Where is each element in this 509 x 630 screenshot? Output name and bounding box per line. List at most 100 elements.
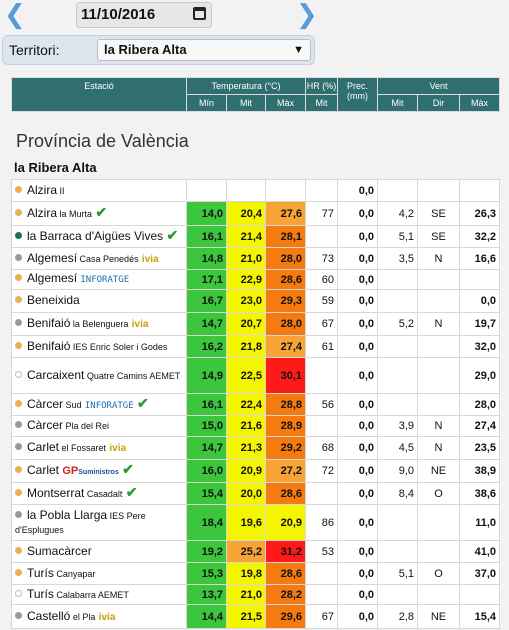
prec-cell: 0,0: [337, 562, 378, 585]
hr-cell: 67: [305, 604, 338, 629]
temp-mit-cell: 20,7: [226, 312, 266, 336]
calendar-icon[interactable]: [193, 7, 206, 20]
wind-max-cell: 41,0: [459, 540, 500, 563]
next-day-chevron-icon[interactable]: ❯: [296, 0, 318, 30]
previous-day-chevron-icon[interactable]: ❮: [4, 0, 26, 30]
table-row[interactable]: Benifaió la Belenguera ivia 14,7 20,7 28,0 6…: [11, 312, 500, 336]
temp-mit-cell: 20,0: [226, 482, 266, 505]
wind-max-cell: 16,6: [459, 247, 500, 270]
ivia-logo: ivia: [131, 319, 149, 330]
station-name-cell[interactable]: la Barraca d'Aigües Vives ✔: [11, 225, 187, 248]
wind-dir-cell: [417, 335, 460, 358]
wind-max-cell: 15,4: [459, 604, 500, 629]
prec-cell: 0,0: [337, 201, 378, 226]
prec-cell: 0,0: [337, 357, 378, 394]
wind-dir-cell: SE: [417, 201, 460, 226]
station-name-cell[interactable]: Turís Canyapar: [11, 562, 187, 585]
station-subname: IES Enric Soler i Godes: [70, 341, 168, 352]
station-name-cell[interactable]: Montserrat Casadalt ✔: [11, 482, 187, 505]
wind-mit-cell: [377, 269, 418, 290]
station-status-dot-icon: [15, 568, 22, 576]
station-name-cell[interactable]: Sumacàrcer: [11, 540, 187, 563]
hr-cell: 61: [305, 335, 338, 358]
temp-mit-cell: 21,5: [226, 604, 266, 629]
temp-mit-cell: 21,0: [226, 247, 266, 270]
region-title: la Ribera Alta: [14, 160, 97, 175]
station-name-cell[interactable]: Benifaió IES Enric Soler i Godes: [11, 335, 187, 358]
station-name-cell[interactable]: Carlet el Fossaret ivia: [11, 436, 187, 460]
station-name-cell[interactable]: Beneixida: [11, 289, 187, 313]
temp-max-cell: 30,1: [265, 357, 306, 394]
station-status-dot-icon: [15, 209, 22, 216]
date-input[interactable]: 11/10/2016: [76, 2, 212, 28]
station-name-cell[interactable]: Algemesí Casa Penedés ivia: [11, 247, 187, 270]
table-row[interactable]: Sumacàrcer 19,2 25,2 31,2 53 0,0 41,0: [11, 540, 500, 563]
table-row[interactable]: Algemesí Casa Penedés ivia 14,8 21,0 28,0 73…: [11, 247, 500, 270]
wind-mit-cell: 8,4: [377, 482, 418, 505]
station-status-dot-icon: [15, 611, 22, 619]
station-subname: Pla del Rei: [63, 421, 110, 431]
table-row[interactable]: la Barraca d'Aigües Vives ✔ 16,1 21,4 28,1 0…: [11, 225, 500, 248]
station-subname: II: [57, 185, 65, 196]
hr-cell: 86: [305, 504, 338, 541]
wind-dir-cell: [417, 357, 460, 394]
temp-min-cell: 16,7: [186, 289, 227, 313]
temp-min-cell: 15,0: [186, 415, 227, 437]
station-name-cell[interactable]: Carcaixent Quatre Camins AEMET: [11, 357, 187, 394]
table-row[interactable]: Carcaixent Quatre Camins AEMET 14,9 22,5 30…: [11, 357, 500, 394]
hr-cell: [305, 562, 338, 585]
temp-min-cell: 16,2: [186, 335, 227, 358]
chevron-down-icon: ▼: [293, 44, 304, 56]
wind-mit-cell: 4,5: [377, 436, 418, 460]
station-name-cell[interactable]: Càrcer Sud INFORATGE ✔: [11, 393, 187, 416]
hr-cell: [305, 482, 338, 505]
table-row[interactable]: Càrcer Pla del Rei 15,0 21,6 28,9 0,0 3,9 N 27,…: [11, 415, 500, 437]
table-row[interactable]: la Pobla Llarga IES Pere d'Esplugues 18,4…: [11, 504, 500, 541]
table-row[interactable]: Castelló el Pla ivia 14,4 21,5 29,6 67 0,0 2,8…: [11, 604, 500, 629]
temp-mit-cell: 21,4: [226, 225, 266, 248]
table-row[interactable]: Montserrat Casadalt ✔ 15,4 20,0 28,6 0,0 8,4 O…: [11, 482, 500, 505]
temp-min-cell: 18,4: [186, 504, 227, 541]
header-vent-mit: Mit: [377, 94, 418, 112]
table-row[interactable]: Beneixida 16,7 23,0 29,3 59 0,0 0,0: [11, 289, 500, 313]
temp-min-cell: 14,7: [186, 436, 227, 460]
header-hr: HR (%): [305, 77, 338, 95]
station-name-cell[interactable]: Carlet GPSuministros ✔: [11, 459, 187, 483]
station-status-dot-icon: [15, 341, 22, 349]
table-row[interactable]: Carlet el Fossaret ivia 14,7 21,3 29,2 68 0,0…: [11, 436, 500, 460]
station-name-cell[interactable]: la Pobla Llarga IES Pere d'Esplugues: [11, 504, 187, 541]
table-row[interactable]: Alzira II 0,0: [11, 179, 500, 202]
table-row[interactable]: Càrcer Sud INFORATGE ✔ 16,1 22,4 28,8 56 0,0 2…: [11, 393, 500, 416]
hr-cell: 68: [305, 436, 338, 460]
temp-max-cell: 27,6: [265, 201, 306, 226]
table-row[interactable]: Alzira la Murta ✔ 14,0 20,4 27,6 77 0,0 4,2 SE 2…: [11, 201, 500, 226]
station-subname: Sud: [63, 399, 82, 410]
gp-logo: GP: [62, 465, 79, 477]
wind-mit-cell: 5,1: [377, 225, 418, 248]
territori-select[interactable]: la Ribera Alta ▼: [97, 39, 311, 61]
inforatge-logo: INFORATGE: [80, 275, 130, 285]
station-subname: Quatre Camins AEMET: [84, 370, 181, 381]
date-value: 11/10/2016: [81, 6, 156, 23]
station-status-dot-icon: [15, 421, 22, 428]
station-name-cell[interactable]: Benifaió la Belenguera ivia: [11, 312, 187, 336]
table-row[interactable]: Benifaió IES Enric Soler i Godes 16,2 21,8…: [11, 335, 500, 358]
station-name-cell[interactable]: Càrcer Pla del Rei: [11, 415, 187, 437]
temp-mit-cell: 22,5: [226, 357, 266, 394]
station-name-cell[interactable]: Algemesí INFORATGE: [11, 269, 187, 290]
station-name-cell[interactable]: Turís Calabarra AEMET: [11, 584, 187, 605]
temp-mit-cell: 21,3: [226, 436, 266, 460]
wind-mit-cell: 9,0: [377, 459, 418, 483]
hr-cell: 77: [305, 201, 338, 226]
table-row[interactable]: Turís Canyapar 15,3 19,8 28,6 0,0 5,1 O 37,0: [11, 562, 500, 585]
table-row[interactable]: Carlet GPSuministros ✔ 16,0 20,9 27,2 72 0,0 9…: [11, 459, 500, 483]
table-row[interactable]: Turís Calabarra AEMET 13,7 21,0 28,2 0,0: [11, 584, 500, 605]
station-status-dot-icon: [15, 319, 22, 326]
station-name-cell[interactable]: Alzira la Murta ✔: [11, 201, 187, 226]
table-row[interactable]: Algemesí INFORATGE 17,1 22,9 28,6 60 0,0: [11, 269, 500, 290]
temp-min-cell: 14,0: [186, 201, 227, 226]
prec-cell: 0,0: [337, 179, 378, 202]
temp-max-cell: 29,3: [265, 289, 306, 313]
station-name-cell[interactable]: Alzira II: [11, 179, 187, 202]
station-name-cell[interactable]: Castelló el Pla ivia: [11, 604, 187, 629]
